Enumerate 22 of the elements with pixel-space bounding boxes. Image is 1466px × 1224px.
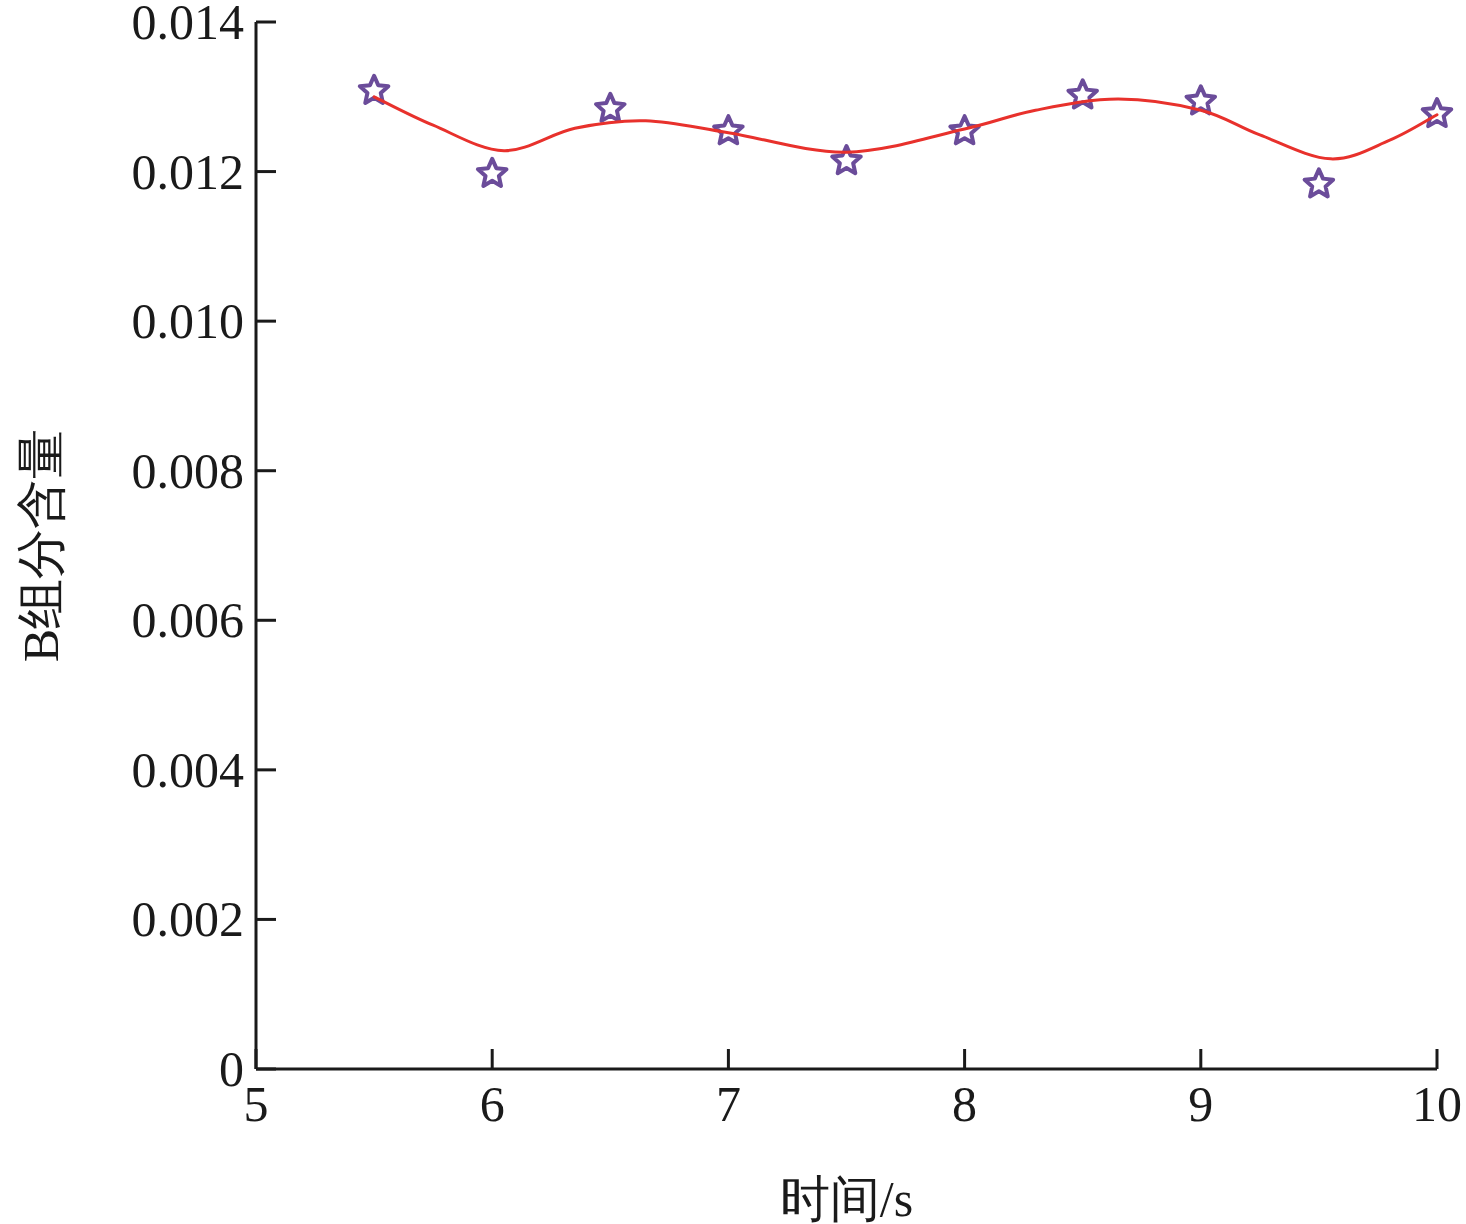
y-tick-label: 0.008 [131,442,244,499]
x-tick-label: 6 [479,1076,505,1132]
x-tick-label: 9 [1188,1076,1214,1132]
x-axis-title: 时间/s [779,1171,914,1224]
point [594,91,627,123]
y-tick-label: 0.006 [131,592,244,649]
point [830,144,863,176]
y-tick-label: 0 [219,1041,244,1097]
x-tick-label: 7 [715,1076,741,1132]
y-tick-label: 0.010 [131,293,244,350]
y-axis-title: B组分含量 [13,428,69,663]
x-tick-label: 5 [243,1076,269,1132]
point [475,156,509,188]
point [1184,84,1218,116]
point [1302,167,1336,199]
y-tick-label: 0.002 [131,891,244,948]
x-tick-label: 8 [952,1076,978,1132]
y-tick-label: 0.012 [131,143,244,200]
y-tick-label: 0.004 [131,741,244,798]
x-tick-label: 10 [1412,1076,1462,1132]
point [357,73,391,105]
y-tick-label: 0.014 [131,0,244,50]
